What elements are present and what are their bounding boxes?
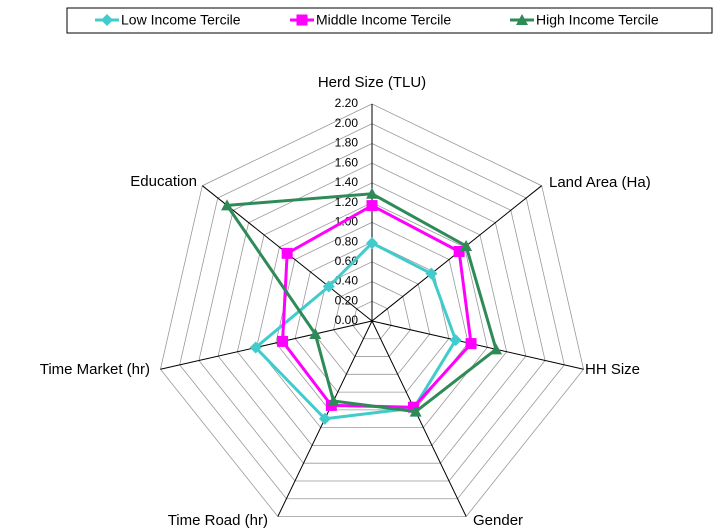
data-point: [318, 412, 331, 425]
legend-label: High Income Tercile: [536, 12, 659, 28]
tick-label: 1.60: [335, 155, 359, 169]
data-point: [221, 199, 234, 211]
data-point: [366, 237, 378, 250]
data-point: [366, 187, 378, 199]
data-point: [249, 341, 262, 354]
grid-ring: [333, 281, 411, 357]
category-label: Time Market (hr): [40, 361, 150, 378]
category-label: HH Size: [585, 361, 640, 378]
data-point: [425, 267, 438, 280]
grid-ring: [256, 202, 488, 429]
axis-spoke: [371, 320, 584, 370]
category-label: Gender: [473, 512, 523, 529]
tick-label: 0.00: [335, 313, 359, 327]
data-point: [327, 394, 340, 406]
data-point: [449, 334, 462, 347]
category-label: Education: [130, 173, 197, 190]
grid-ring: [275, 221, 469, 411]
category-label: Time Road (hr): [168, 512, 268, 529]
tick-label: 2.00: [335, 116, 359, 130]
grid-ring: [198, 143, 546, 482]
legend-marker: [296, 14, 308, 26]
data-point: [309, 327, 322, 339]
tick-label: 1.80: [335, 136, 359, 150]
tick-label: 1.20: [335, 195, 359, 209]
data-point: [366, 200, 378, 212]
grid-ring: [352, 300, 392, 340]
series-line: [253, 241, 458, 421]
legend-label: Middle Income Tercile: [316, 12, 451, 28]
data-point: [408, 401, 420, 413]
tick-label: 0.40: [335, 274, 359, 288]
data-point: [490, 343, 503, 355]
legend-label: Low Income Tercile: [121, 12, 241, 28]
grid-ring: [179, 123, 565, 500]
category-label: Land Area (Ha): [549, 174, 651, 191]
axis-spoke: [371, 320, 467, 517]
legend-box: [66, 7, 713, 34]
data-point: [277, 335, 289, 347]
data-point: [409, 405, 422, 417]
grid-ring: [217, 162, 527, 464]
tick-label: 1.40: [335, 175, 359, 189]
data-point: [465, 338, 477, 350]
tick-label: 0.20: [335, 293, 359, 307]
tick-label: 2.20: [335, 96, 359, 110]
axis-spoke: [160, 320, 373, 370]
series-line: [224, 192, 498, 414]
category-label: Herd Size (TLU): [318, 74, 426, 91]
data-point: [322, 280, 335, 293]
legend-marker: [516, 14, 528, 25]
legend-marker: [101, 14, 113, 26]
data-point: [453, 246, 465, 258]
data-point: [281, 247, 293, 259]
tick-label: 0.80: [335, 234, 359, 248]
grid-ring: [160, 103, 584, 517]
data-point: [460, 239, 473, 251]
